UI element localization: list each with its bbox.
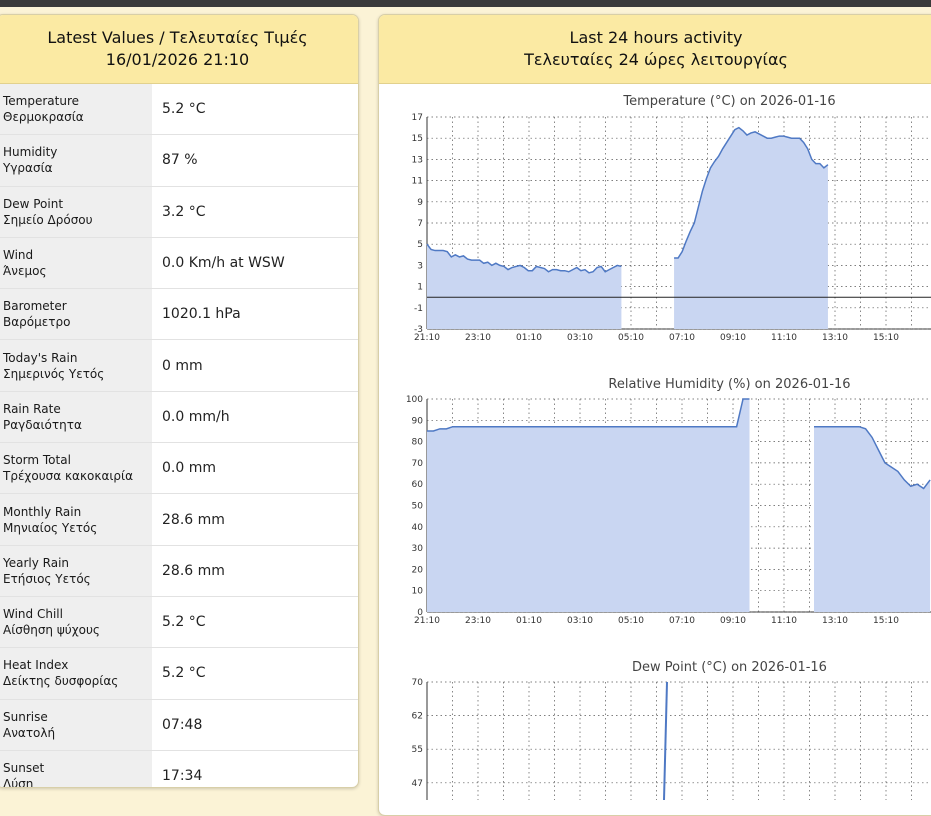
chart-title-temperature: Temperature (°C) on 2026-01-16: [623, 94, 836, 109]
row-label: Dew Point Σημείο Δρόσου: [0, 186, 152, 237]
table-row: Sunrise Ανατολή 07:48: [0, 699, 358, 751]
row-value: 28.6 mm: [162, 511, 225, 528]
row-value: 87 %: [162, 152, 198, 169]
latest-values-panel: Latest Values / Τελευταίες Τιμές 16/01/2…: [0, 14, 359, 788]
table-row: Wind Chill Αίσθηση ψύχους 5.2 °C: [0, 596, 358, 649]
table-row: Monthly Rain Μηνιαίος Υετός 28.6 mm: [0, 494, 358, 546]
row-label: Yearly Rain Ετήσιος Υετός: [0, 545, 152, 596]
row-label: Temperature Θερμοκρασία: [0, 84, 152, 135]
row-value: 28.6 mm: [162, 562, 225, 579]
row-value: 3.2 °C: [162, 203, 206, 220]
label-gr: Δείκτης δυσφορίας: [3, 674, 119, 689]
label-en: Rain Rate: [3, 401, 61, 416]
row-label: Sunrise Ανατολή: [0, 699, 152, 750]
label-gr: Ανατολή: [3, 725, 56, 740]
label-gr: Ραγδαιότητα: [3, 417, 82, 432]
label-en: Heat Index: [3, 658, 69, 673]
label-en: Wind: [3, 248, 34, 263]
label-gr: Μηνιαίος Υετός: [3, 520, 98, 535]
table-row: Temperature Θερμοκρασία 5.2 °C: [0, 84, 358, 136]
values-table: Temperature Θερμοκρασία 5.2 °C Humidity Υγρ…: [0, 84, 358, 788]
label-gr: Άνεμος: [3, 264, 47, 279]
row-value: 0.0 Km/h at WSW: [162, 255, 285, 272]
chart-title-dewpoint: Dew Point (°C) on 2026-01-16: [632, 660, 827, 675]
table-row: Wind Άνεμος 0.0 Km/h at WSW: [0, 237, 358, 290]
table-row: Yearly Rain Ετήσιος Υετός 28.6 mm: [0, 545, 358, 597]
table-row: Humidity Υγρασία 87 %: [0, 135, 358, 187]
latest-values-datetime: 16/01/2026 21:10: [105, 50, 250, 69]
label-gr: Σημερινός Υετός: [3, 366, 105, 381]
label-en: Wind Chill: [3, 607, 63, 622]
row-value: 5.2 °C: [162, 665, 206, 682]
label-en: Dew Point: [3, 196, 64, 211]
table-row: Sunset Δύση 17:34: [0, 750, 358, 788]
label-gr: Υγρασία: [3, 161, 53, 176]
row-label: Monthly Rain Μηνιαίος Υετός: [0, 494, 152, 545]
label-gr: Αίσθηση ψύχους: [3, 623, 100, 638]
row-label: Wind Chill Αίσθηση ψύχους: [0, 596, 152, 648]
chart-title-humidity: Relative Humidity (%) on 2026-01-16: [608, 377, 851, 392]
label-gr: Θερμοκρασία: [3, 110, 84, 125]
row-label: Heat Index Δείκτης δυσφορίας: [0, 648, 152, 699]
latest-values-header: Latest Values / Τελευταίες Τιμές 16/01/2…: [0, 15, 358, 84]
label-en: Today's Rain: [3, 350, 78, 365]
label-gr: Σημείο Δρόσου: [3, 212, 93, 227]
row-label: Barometer Βαρόμετρο: [0, 289, 152, 340]
row-label: Humidity Υγρασία: [0, 135, 152, 186]
row-value: 1020.1 hPa: [162, 306, 241, 323]
label-gr: Ετήσιος Υετός: [3, 571, 91, 586]
label-en: Storm Total: [3, 453, 71, 468]
row-value: 0.0 mm/h: [162, 408, 230, 425]
row-label: Storm Total Τρέχουσα κακοκαιρία: [0, 443, 152, 494]
label-en: Temperature: [3, 94, 80, 109]
label-en: Sunset: [3, 761, 45, 775]
label-en: Sunrise: [3, 709, 48, 724]
label-en: Yearly Rain: [3, 555, 70, 570]
row-label: Rain Rate Ραγδαιότητα: [0, 391, 152, 443]
activity-subtitle: Τελευταίες 24 ώρες λειτουργίας: [524, 50, 788, 69]
label-en: Humidity: [3, 145, 58, 160]
activity-panel: Last 24 hours activity Τελευταίες 24 ώρε…: [378, 14, 931, 816]
row-value: 0 mm: [162, 357, 203, 374]
row-value: 5.2 °C: [162, 101, 206, 118]
label-gr: Δύση: [3, 777, 34, 788]
label-gr: Τρέχουσα κακοκαιρία: [3, 469, 134, 484]
activity-title: Last 24 hours activity: [569, 28, 743, 47]
table-row: Heat Index Δείκτης δυσφορίας 5.2 °C: [0, 648, 358, 700]
row-value: 07:48: [162, 716, 203, 733]
top-bar: [0, 0, 931, 7]
latest-values-title: Latest Values / Τελευταίες Τιμές: [47, 28, 308, 47]
row-value: 0.0 mm: [162, 460, 216, 477]
row-label: Wind Άνεμος: [0, 237, 152, 289]
row-label: Today's Rain Σημερινός Υετός: [0, 340, 152, 391]
label-en: Barometer: [3, 299, 67, 314]
row-value: 17:34: [162, 768, 203, 784]
activity-header: Last 24 hours activity Τελευταίες 24 ώρε…: [379, 15, 931, 84]
label-gr: Βαρόμετρο: [3, 315, 71, 330]
table-row: Dew Point Σημείο Δρόσου 3.2 °C: [0, 186, 358, 238]
table-row: Barometer Βαρόμετρο 1020.1 hPa: [0, 289, 358, 341]
table-row: Rain Rate Ραγδαιότητα 0.0 mm/h: [0, 391, 358, 444]
table-row: Today's Rain Σημερινός Υετός 0 mm: [0, 340, 358, 392]
label-en: Monthly Rain: [3, 504, 82, 519]
row-value: 5.2 °C: [162, 614, 206, 631]
table-row: Storm Total Τρέχουσα κακοκαιρία 0.0 mm: [0, 443, 358, 495]
row-label: Sunset Δύση: [0, 750, 152, 788]
